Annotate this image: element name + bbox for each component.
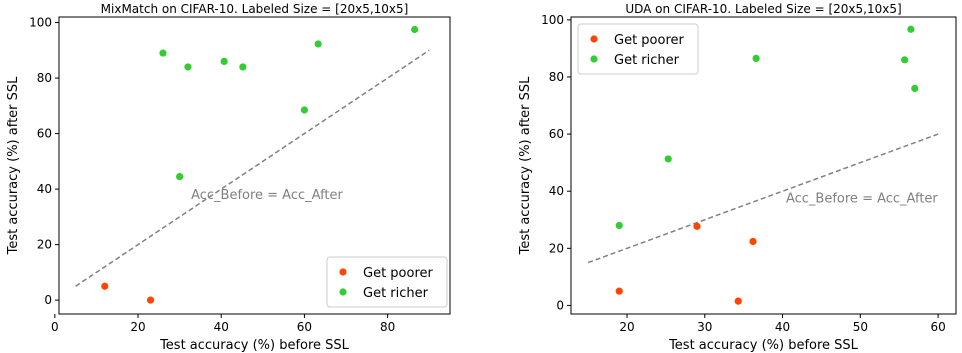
data-point-richer [220,57,228,66]
y-tick-label: 60 [37,127,52,141]
x-tick-label: 80 [380,320,395,334]
legend-label: Get richer [363,286,429,301]
legend-marker [590,55,598,63]
y-tick-label: 40 [37,182,52,196]
legend-label: Get richer [614,53,680,68]
data-point-poorer [749,237,757,246]
y-tick-label: 0 [556,298,564,312]
legend-marker [339,268,347,276]
x-tick-label: 20 [619,320,634,334]
data-point-richer [314,40,322,48]
data-point-richer [901,56,909,64]
legend: Get poorer Get richer [326,256,448,308]
legend-marker [339,288,347,296]
x-tick-label: 40 [775,320,790,334]
y-tick-label: 60 [549,127,564,141]
x-tick-label: 40 [214,320,229,334]
y-tick-label: 40 [549,184,564,198]
x-tick-label: 60 [930,320,945,334]
x-tick-label: 60 [297,320,312,334]
y-tick-label: 80 [549,70,564,84]
legend-box [326,256,448,308]
data-point-richer [911,84,919,92]
chart-mixmatch: MixMatch on CIFAR-10. Labeled Size = [20… [6,2,451,353]
data-point-richer [159,49,167,57]
y-tick-label: 80 [37,71,52,85]
x-tick-label: 0 [51,320,59,334]
data-point-richer [411,25,419,34]
x-axis-label: Test accuracy (%) before SSL [668,338,859,353]
chart-uda: UDA on CIFAR-10. Labeled Size = [20x5,10… [518,2,957,353]
y-tick-label: 100 [541,13,564,27]
data-point-richer [300,106,309,114]
data-point-richer [615,221,623,230]
y-axis-label: Test accuracy (%) after SSL [518,76,533,256]
x-axis-label: Test accuracy (%) before SSL [159,338,350,353]
data-point-poorer [615,287,623,295]
plot-frame [58,16,451,315]
legend: Get poorer Get richer [577,23,699,75]
y-tick-label: 0 [44,293,52,307]
reference-line [587,133,939,264]
data-point-richer [664,155,672,163]
data-point-richer [752,54,760,63]
y-axis-label: Test accuracy (%) after SSL [6,76,21,256]
reference-line-label: Acc_Before = Acc_After [191,188,343,203]
chart-title: MixMatch on CIFAR-10. Labeled Size = [20… [101,2,409,16]
reference-line [75,49,430,287]
legend-label: Get poorer [614,33,685,48]
data-point-poorer [734,297,742,305]
legend-marker [590,35,598,43]
data-point-poorer [101,282,109,290]
y-tick-label: 20 [549,241,564,255]
y-tick-label: 100 [29,16,52,30]
data-point-richer [176,173,184,181]
data-point-poorer [146,296,155,304]
x-tick-label: 50 [853,320,868,334]
y-tick-label: 20 [37,238,52,252]
data-point-richer [907,25,915,33]
data-point-richer [184,63,192,71]
plot-frame [570,16,957,315]
reference-line-label: Acc_Before = Acc_After [786,192,938,207]
data-point-poorer [693,222,701,230]
legend-box [577,23,699,75]
x-tick-label: 20 [130,320,145,334]
x-tick-label: 30 [697,320,712,334]
data-point-richer [239,63,247,71]
legend-label: Get poorer [363,266,434,281]
chart-title: UDA on CIFAR-10. Labeled Size = [20x5,10… [625,2,901,16]
